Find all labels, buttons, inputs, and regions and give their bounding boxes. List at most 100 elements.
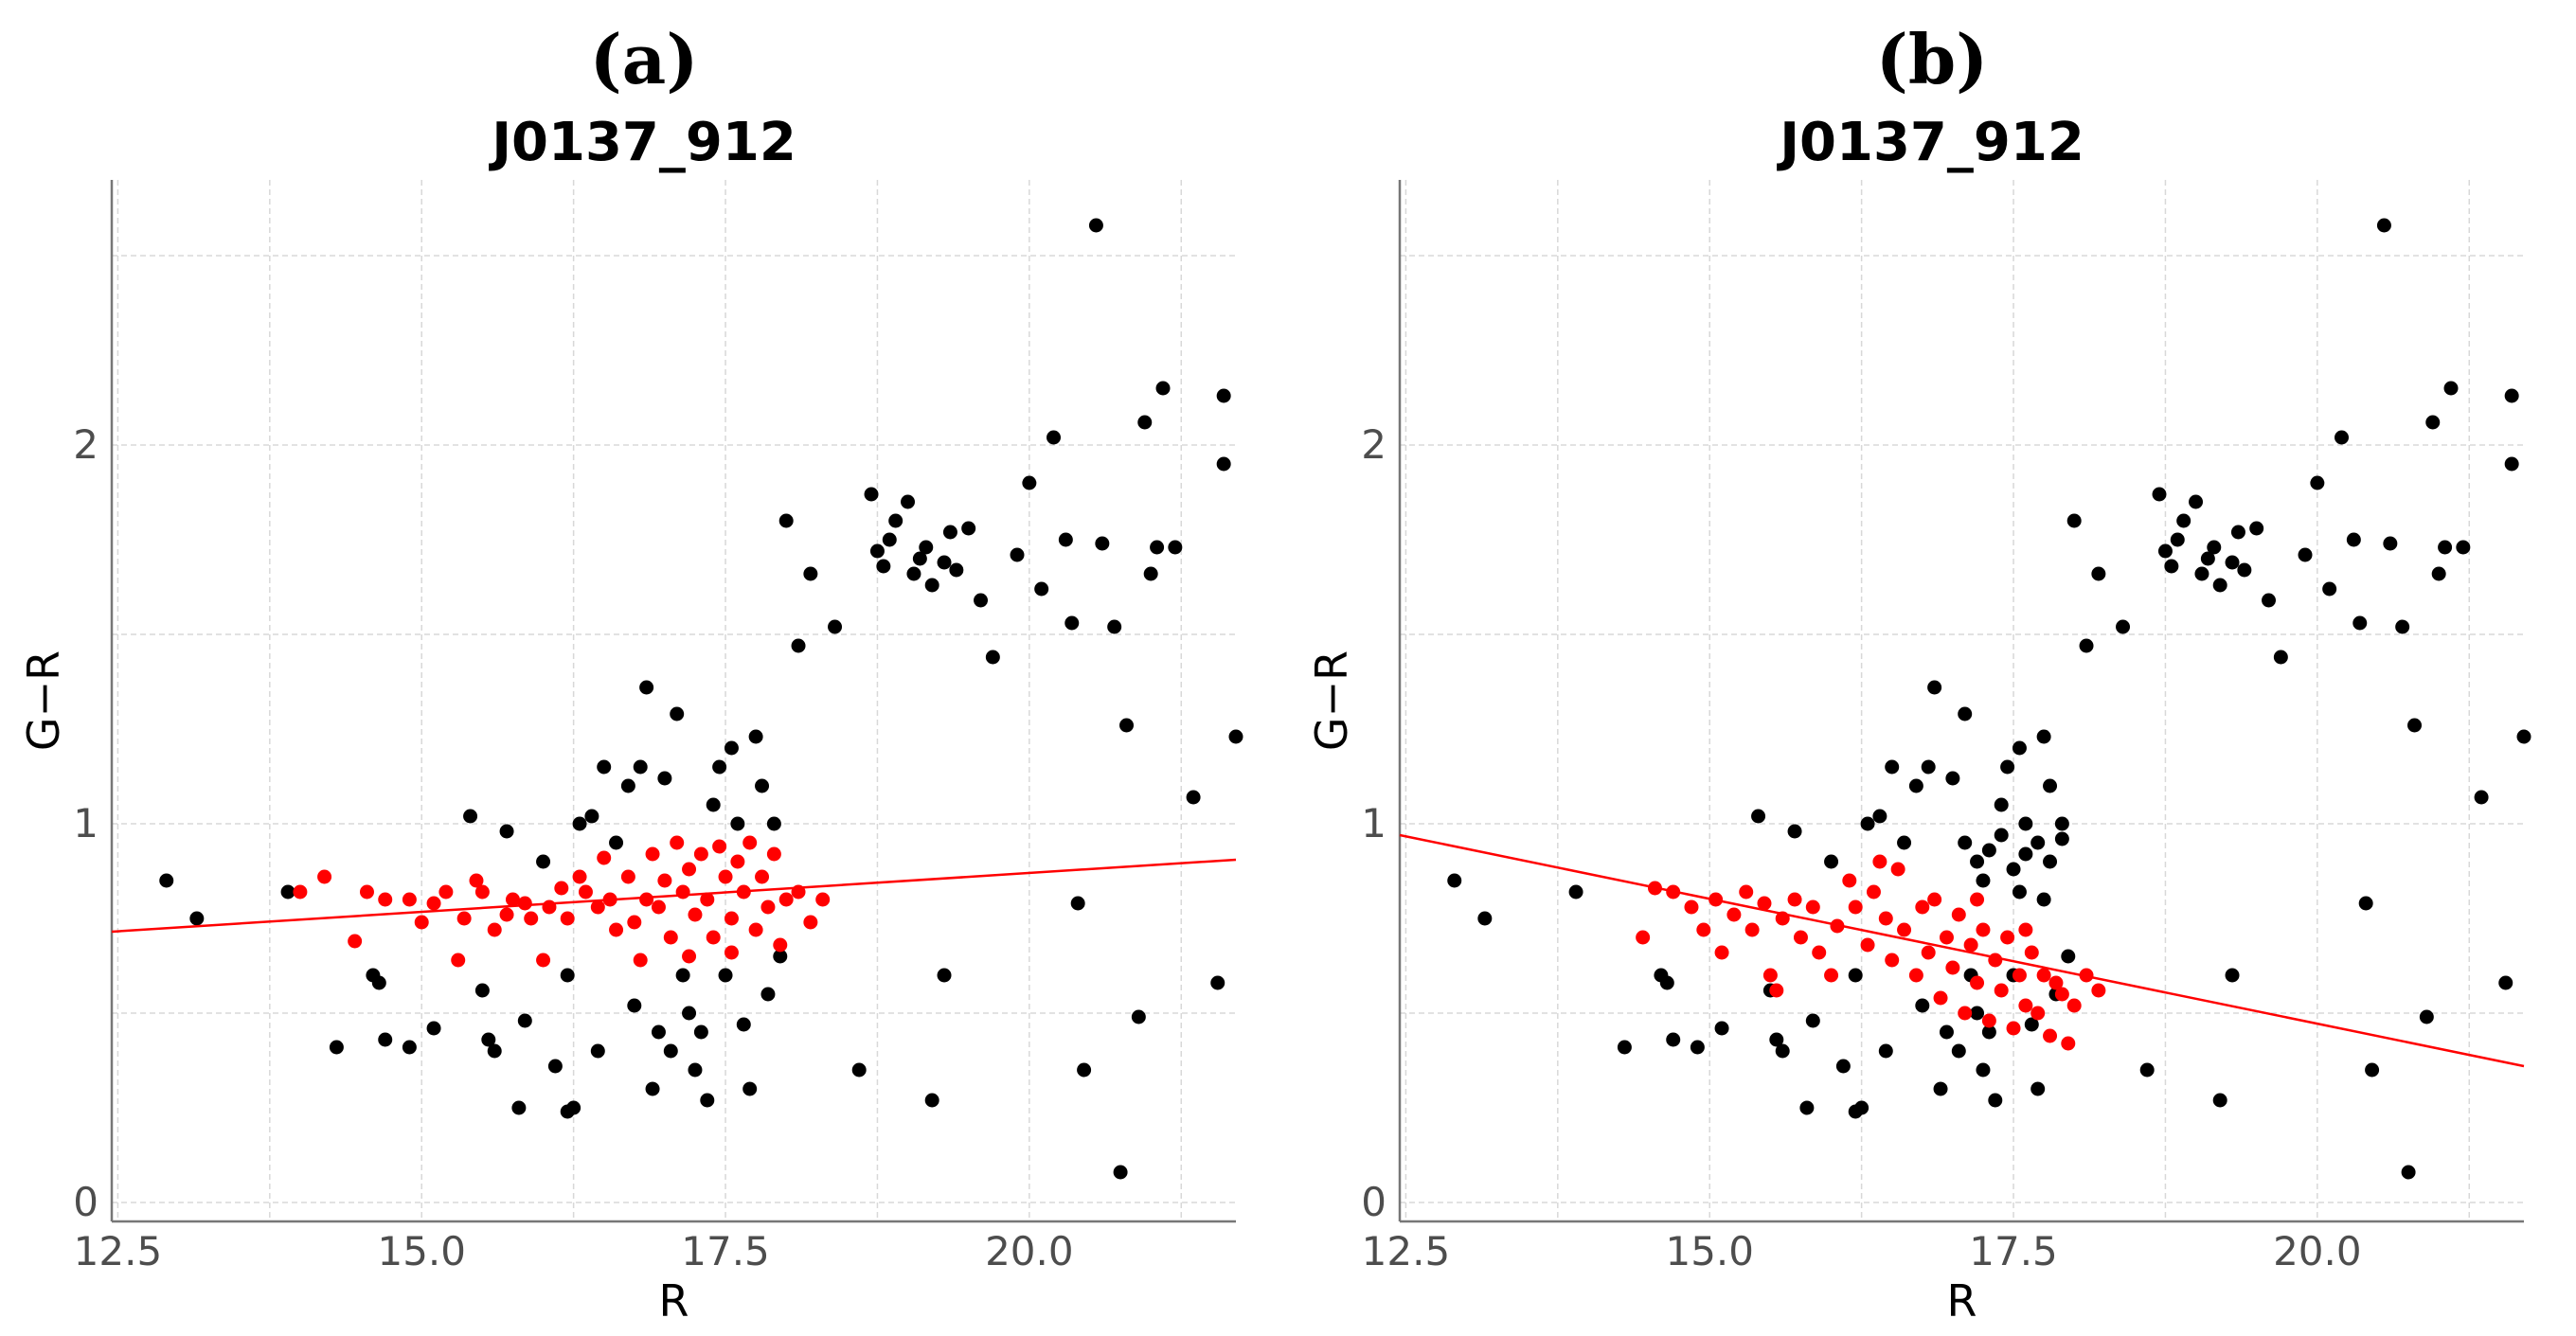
data-point: [1958, 1006, 1973, 1021]
data-point: [536, 854, 551, 869]
data-point: [1976, 1062, 1991, 1078]
data-point: [517, 896, 532, 911]
data-point: [2000, 930, 2015, 945]
data-point: [524, 911, 539, 926]
x-tick-label: 15.0: [377, 1228, 466, 1274]
data-point: [1915, 998, 1930, 1013]
data-point: [1714, 945, 1729, 960]
data-point: [2249, 521, 2264, 536]
panel-letter: (b): [1875, 19, 1989, 99]
data-point: [280, 884, 295, 900]
data-point: [2018, 816, 2033, 831]
data-point: [1696, 922, 1711, 937]
data-point: [1168, 540, 1183, 555]
data-point: [766, 816, 781, 831]
data-point: [693, 846, 708, 862]
data-point: [1981, 1024, 1996, 1040]
data-point: [1793, 930, 1808, 945]
data-point: [974, 593, 989, 608]
data-point: [1927, 892, 1942, 907]
data-point: [1994, 797, 2009, 812]
data-point: [1477, 911, 1493, 926]
data-point: [426, 1021, 441, 1036]
data-point: [712, 759, 727, 775]
data-point: [2054, 987, 2069, 1002]
y-tick-label: 0: [73, 1179, 98, 1225]
data-point: [1921, 945, 1936, 960]
x-tick-label: 12.5: [1362, 1228, 1451, 1274]
data-point: [730, 816, 745, 831]
data-point: [426, 896, 441, 911]
data-point: [2036, 729, 2051, 744]
data-point: [1137, 415, 1153, 430]
data-point: [760, 900, 776, 915]
data-point: [924, 1093, 939, 1108]
data-point: [402, 892, 417, 907]
data-point: [499, 824, 514, 839]
data-point: [639, 892, 654, 907]
data-point: [554, 881, 569, 896]
data-point: [2395, 619, 2410, 634]
data-point: [1186, 790, 1201, 805]
data-point: [663, 930, 678, 945]
data-point: [1617, 1040, 1632, 1055]
data-point: [670, 706, 685, 721]
data-point: [1994, 983, 2009, 998]
data-point: [627, 998, 642, 1013]
data-point: [2498, 975, 2513, 990]
data-point: [572, 869, 587, 884]
data-point: [1787, 892, 1802, 907]
data-point: [803, 566, 818, 581]
data-point: [2431, 566, 2446, 581]
data-point: [2352, 615, 2368, 631]
data-point: [803, 915, 818, 930]
data-point: [378, 892, 393, 907]
data-point: [1739, 884, 1754, 900]
series-1: [1636, 854, 2106, 1051]
data-point: [1860, 816, 1875, 831]
data-point: [1848, 900, 1863, 915]
series-0: [1447, 218, 2531, 1180]
data-point: [961, 521, 976, 536]
data-point: [511, 1100, 527, 1115]
data-point: [2030, 835, 2046, 850]
data-point: [1769, 983, 1784, 998]
data-point: [675, 968, 690, 983]
data-point: [1854, 1100, 1869, 1115]
data-point: [730, 854, 745, 869]
data-point: [1088, 218, 1103, 233]
data-point: [1095, 536, 1110, 551]
data-point: [700, 1093, 715, 1108]
data-point: [2012, 968, 2027, 983]
data-point: [912, 551, 927, 566]
data-point: [2012, 740, 2027, 756]
panel-letter: (a): [589, 19, 699, 99]
data-point: [828, 619, 843, 634]
data-point: [2061, 949, 2076, 964]
data-point: [378, 1032, 393, 1047]
data-point: [2164, 559, 2179, 574]
data-point: [487, 922, 502, 937]
data-point: [627, 915, 642, 930]
data-point: [620, 778, 635, 793]
data-point: [1131, 1009, 1146, 1024]
data-point: [657, 771, 672, 786]
data-point: [755, 869, 770, 884]
data-point: [693, 1024, 708, 1040]
data-point: [924, 578, 939, 593]
data-point: [778, 513, 794, 528]
data-point: [663, 1043, 678, 1059]
data-point: [815, 892, 831, 907]
data-point: [1107, 619, 1122, 634]
data-point: [2425, 415, 2441, 430]
data-point: [438, 884, 454, 900]
data-point: [645, 1081, 660, 1096]
data-point: [620, 869, 635, 884]
data-point: [2456, 540, 2471, 555]
data-point: [1636, 930, 1651, 945]
data-point: [1757, 896, 1772, 911]
data-point: [2346, 532, 2361, 547]
data-point: [1988, 1093, 2003, 1108]
data-point: [2365, 1062, 2380, 1078]
fit-line: [1399, 833, 2525, 1068]
